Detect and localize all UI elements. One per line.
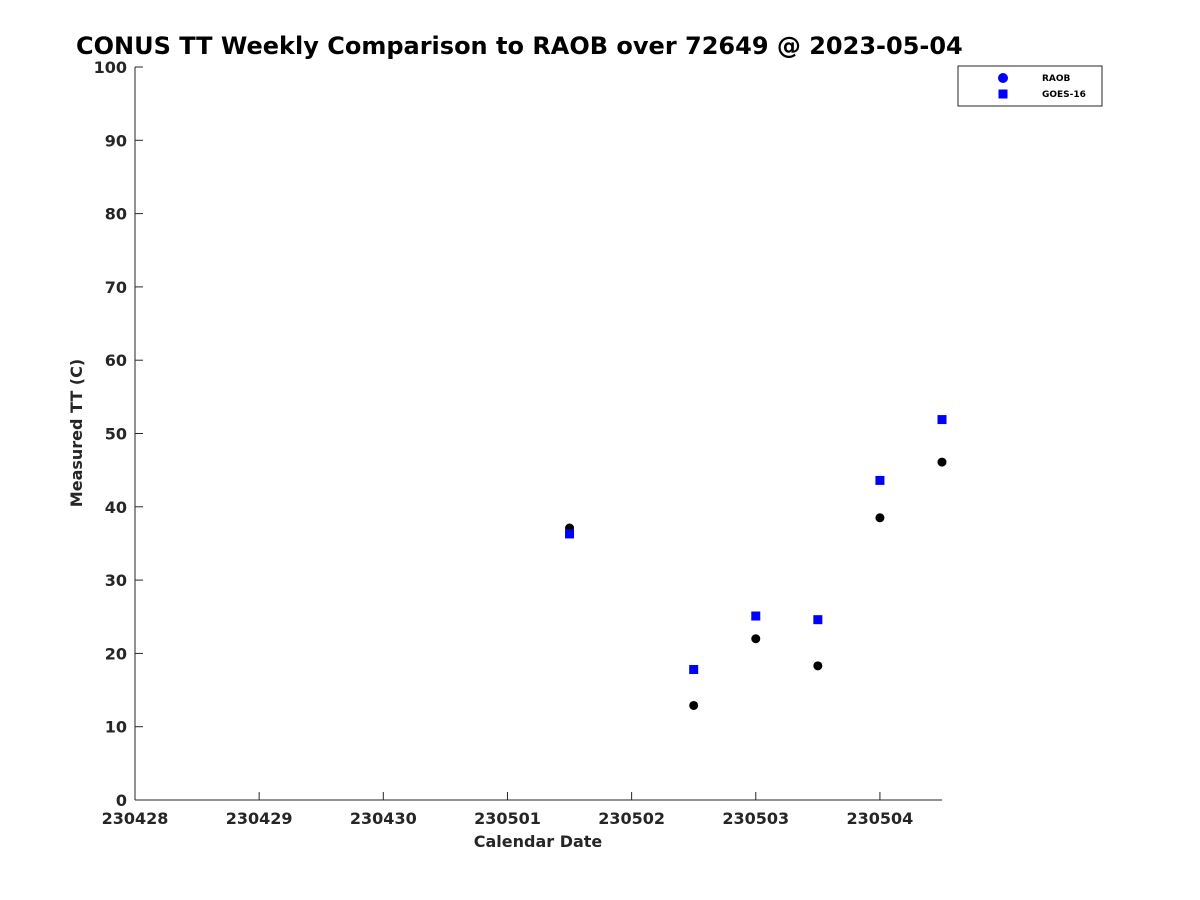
- series-raob: [565, 457, 947, 710]
- legend-marker-goes-16: [998, 89, 1008, 99]
- y-tick-label: 100: [94, 58, 127, 77]
- goes-16-point: [751, 611, 761, 621]
- x-tick-label: 230428: [102, 809, 169, 828]
- x-tick-label: 230503: [722, 809, 789, 828]
- raob-point: [813, 661, 823, 671]
- goes-16-point: [875, 475, 885, 485]
- y-tick-label: 50: [105, 425, 127, 444]
- x-tick-label: 230501: [474, 809, 541, 828]
- data-series: [565, 415, 947, 710]
- y-tick-label: 60: [105, 351, 127, 370]
- legend-entries: RAOB GOES-16: [998, 73, 1086, 100]
- y-tick-label: 40: [105, 498, 127, 517]
- x-axis-ticks: 230428 230429 230430 230501 230502 230503 2305…: [102, 792, 914, 828]
- series-goes-16: [565, 415, 947, 675]
- legend-label: RAOB: [1042, 74, 1071, 84]
- raob-point: [875, 513, 885, 523]
- chart-title: CONUS TT Weekly Comparison to RAOB over …: [76, 32, 963, 60]
- x-tick-label: 230430: [350, 809, 417, 828]
- plot-axes: [134, 67, 942, 801]
- y-tick-label: 90: [105, 131, 127, 150]
- y-tick-label: 0: [116, 791, 127, 810]
- y-tick-label: 70: [105, 278, 127, 297]
- y-tick-label: 80: [105, 205, 127, 224]
- raob-point: [689, 700, 699, 710]
- y-axis-label: Measured TT (C): [67, 359, 86, 507]
- y-tick-label: 20: [105, 644, 127, 663]
- y-axis-ticks: 0 10 20 30 40 50 60 70 80 90 100: [94, 58, 143, 810]
- x-tick-label: 230429: [226, 809, 293, 828]
- legend: RAOB GOES-16: [957, 65, 1103, 107]
- raob-point: [751, 634, 761, 644]
- y-tick-label: 10: [105, 718, 127, 737]
- y-tick-label: 30: [105, 571, 127, 590]
- x-tick-label: 230504: [847, 809, 914, 828]
- x-axis-label: Calendar Date: [474, 832, 603, 851]
- goes-16-point: [689, 665, 699, 675]
- legend-box: [957, 65, 1103, 107]
- goes-16-point: [813, 615, 823, 625]
- legend-label: GOES-16: [1042, 90, 1086, 100]
- goes-16-point: [937, 415, 947, 425]
- goes-16-point: [565, 529, 575, 539]
- legend-marker-raob: [998, 73, 1008, 83]
- x-tick-label: 230502: [598, 809, 665, 828]
- raob-point: [937, 457, 947, 467]
